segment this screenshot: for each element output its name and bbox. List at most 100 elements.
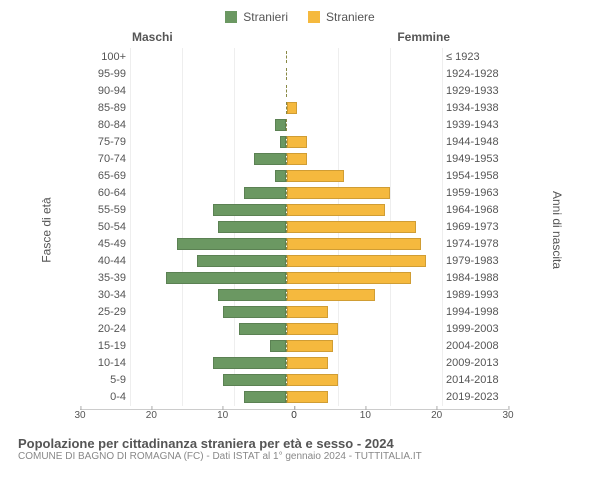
bar-male-wrap xyxy=(130,119,287,131)
bar-female xyxy=(287,238,422,250)
bar-female xyxy=(287,255,427,267)
bar-male xyxy=(223,374,285,386)
bar-male-wrap xyxy=(130,51,287,63)
age-label: 65-69 xyxy=(80,170,130,182)
bar-male-wrap xyxy=(130,68,287,80)
birth-label: 1974-1978 xyxy=(442,238,508,250)
age-label: 45-49 xyxy=(80,238,130,250)
birth-label: 1959-1963 xyxy=(442,187,508,199)
age-label: 40-44 xyxy=(80,255,130,267)
x-tick: 20 xyxy=(146,410,157,421)
x-axis: 3020100 0102030 xyxy=(80,409,508,426)
bar-female-wrap xyxy=(287,153,443,165)
age-label: 35-39 xyxy=(80,272,130,284)
bar-male xyxy=(177,238,286,250)
age-label: 25-29 xyxy=(80,306,130,318)
age-label: 60-64 xyxy=(80,187,130,199)
bar-female xyxy=(287,136,308,148)
pyramid-row: 85-89 1934-1938 xyxy=(80,99,508,116)
bar-female-wrap xyxy=(287,102,443,114)
birth-label: 1984-1988 xyxy=(442,272,508,284)
legend-label-female: Straniere xyxy=(326,10,375,24)
birth-label: 2014-2018 xyxy=(442,374,508,386)
age-label: 90-94 xyxy=(80,85,130,97)
x-axis-left: 3020100 xyxy=(80,409,294,426)
bar-female-wrap xyxy=(287,51,443,63)
pyramid-row: 0-42019-2023 xyxy=(80,388,508,405)
legend-item-female: Straniere xyxy=(308,10,375,24)
pyramid-row: 55-59 1964-1968 xyxy=(80,201,508,218)
age-label: 70-74 xyxy=(80,153,130,165)
age-label: 30-34 xyxy=(80,289,130,301)
age-label: 10-14 xyxy=(80,357,130,369)
bar-male xyxy=(280,136,285,148)
bar-male xyxy=(254,153,285,165)
bar-male-wrap xyxy=(130,340,287,352)
birth-label: 1949-1953 xyxy=(442,153,508,165)
birth-label: 1969-1973 xyxy=(442,221,508,233)
pyramid-row: 100+ ≤ 1923 xyxy=(80,48,508,65)
x-tick: 30 xyxy=(74,410,85,421)
x-tick: 0 xyxy=(291,410,297,421)
birth-label: 1989-1993 xyxy=(442,289,508,301)
bar-male xyxy=(275,170,285,182)
pyramid-row: 70-74 1949-1953 xyxy=(80,150,508,167)
bar-female xyxy=(287,204,385,216)
age-label: 85-89 xyxy=(80,102,130,114)
bar-female xyxy=(287,357,328,369)
pyramid-rows: 100+≤ 192395-991924-192890-941929-193385… xyxy=(80,48,508,406)
birth-label: 1964-1968 xyxy=(442,204,508,216)
x-tick: 10 xyxy=(217,410,228,421)
bar-female xyxy=(287,153,308,165)
bar-male-wrap xyxy=(130,204,287,216)
age-label: 20-24 xyxy=(80,323,130,335)
chart: Maschi Femmine Fasce di età Anni di nasc… xyxy=(20,30,580,430)
birth-label: ≤ 1923 xyxy=(442,51,508,63)
bar-female xyxy=(287,323,339,335)
bar-female xyxy=(287,374,339,386)
bar-male xyxy=(213,204,286,216)
swatch-female xyxy=(308,11,320,23)
pyramid-row: 35-39 1984-1988 xyxy=(80,269,508,286)
bar-male-wrap xyxy=(130,357,287,369)
bar-male-wrap xyxy=(130,289,287,301)
swatch-male xyxy=(225,11,237,23)
birth-label: 1939-1943 xyxy=(442,119,508,131)
age-label: 100+ xyxy=(80,51,130,63)
pyramid-row: 30-34 1989-1993 xyxy=(80,286,508,303)
bar-male-wrap xyxy=(130,102,287,114)
bar-female-wrap xyxy=(287,391,443,403)
bar-female xyxy=(287,289,375,301)
pyramid-row: 90-941929-1933 xyxy=(80,82,508,99)
birth-label: 1979-1983 xyxy=(442,255,508,267)
male-title: Maschi xyxy=(132,30,173,44)
bar-male-wrap xyxy=(130,153,287,165)
chart-subtitle: COMUNE DI BAGNO DI ROMAGNA (FC) - Dati I… xyxy=(18,451,600,462)
bar-male-wrap xyxy=(130,374,287,386)
pyramid-row: 15-192004-2008 xyxy=(80,337,508,354)
pyramid-row: 40-44 1979-1983 xyxy=(80,252,508,269)
bar-male xyxy=(223,306,285,318)
bar-male xyxy=(197,255,285,267)
legend-item-male: Stranieri xyxy=(225,10,288,24)
age-label: 0-4 xyxy=(80,391,130,403)
bar-male-wrap xyxy=(130,170,287,182)
bar-female-wrap xyxy=(287,68,443,80)
left-axis-label: Fasce di età xyxy=(40,197,54,262)
bar-male xyxy=(239,323,286,335)
bar-male-wrap xyxy=(130,221,287,233)
bar-female xyxy=(287,170,344,182)
birth-label: 1934-1938 xyxy=(442,102,508,114)
female-title: Femmine xyxy=(397,30,450,44)
bar-male xyxy=(218,289,285,301)
pyramid-row: 5-92014-2018 xyxy=(80,371,508,388)
bar-female xyxy=(287,187,391,199)
age-label: 55-59 xyxy=(80,204,130,216)
legend: Stranieri Straniere xyxy=(0,0,600,24)
age-label: 80-84 xyxy=(80,119,130,131)
birth-label: 2009-2013 xyxy=(442,357,508,369)
pyramid-row: 45-49 1974-1978 xyxy=(80,235,508,252)
pyramid-row: 10-14 2009-2013 xyxy=(80,354,508,371)
bar-male-wrap xyxy=(130,136,287,148)
bar-female-wrap xyxy=(287,119,443,131)
